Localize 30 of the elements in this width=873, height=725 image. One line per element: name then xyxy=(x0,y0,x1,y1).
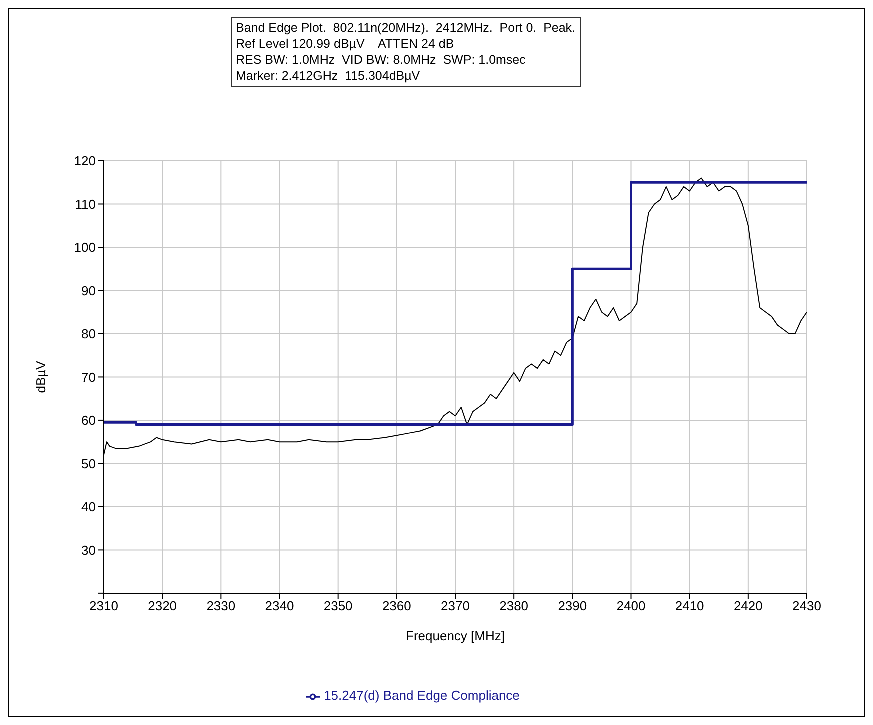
x-tick-label: 2410 xyxy=(675,598,704,614)
y-tick-label: 110 xyxy=(75,196,96,212)
legend-label: 15.247(d) Band Edge Compliance xyxy=(324,688,520,704)
x-tick-label: 2390 xyxy=(558,598,588,614)
y-tick-label: 40 xyxy=(82,500,96,515)
y-tick-label: 50 xyxy=(82,456,96,472)
x-tick-label: 2360 xyxy=(382,598,412,614)
text: Marker: 2.412GHz 115.304dBµV xyxy=(236,68,422,84)
x-axis-title: Frequency [MHz] xyxy=(406,628,505,644)
x-tick-label: 2370 xyxy=(441,598,470,614)
x-tick-label: 2420 xyxy=(734,598,763,614)
y-tick-label: 80 xyxy=(82,326,96,342)
x-tick-label: 2310 xyxy=(90,598,118,614)
x-tick-label: 2400 xyxy=(616,598,646,614)
x-tick-label: 2320 xyxy=(148,598,178,614)
x-tick-label: 2430 xyxy=(792,598,822,614)
y-tick-label: 90 xyxy=(82,283,96,298)
y-tick-label: 70 xyxy=(82,370,96,385)
y-tick-label: 30 xyxy=(82,542,96,558)
x-tick-label: 2350 xyxy=(324,598,353,614)
y-tick-label: 60 xyxy=(82,413,96,428)
x-tick-label: 2380 xyxy=(500,598,529,614)
text: RES BW: 1.0MHz VID BW: 8.0MHz SWP: 1.0msec xyxy=(236,52,527,68)
text: Band Edge Plot. 802.11n(20MHz). 2412MHz. Port 0. Peak. xyxy=(236,20,576,36)
x-tick-label: 2340 xyxy=(265,598,294,614)
y-axis-title: dBµV xyxy=(34,360,49,394)
y-tick-label: 100 xyxy=(74,240,96,256)
y-tick-label: 120 xyxy=(74,154,96,169)
x-tick-label: 2330 xyxy=(206,598,236,614)
text: Ref Level 120.99 dBµV ATTEN 24 dB xyxy=(236,36,456,52)
